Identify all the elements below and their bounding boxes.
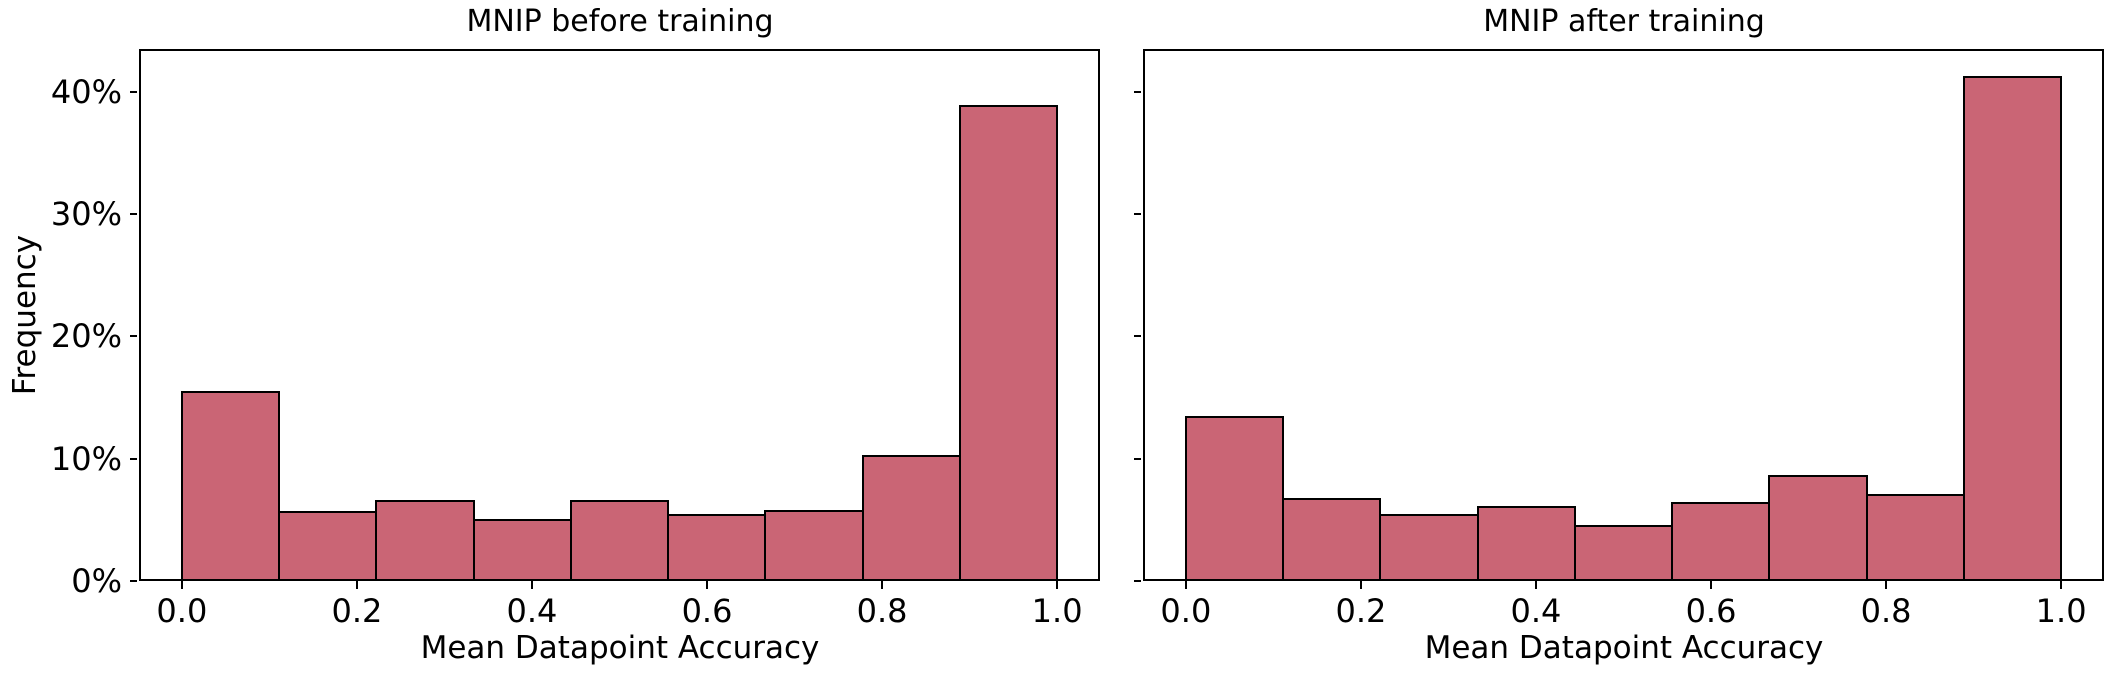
x-tick-mark (180, 581, 183, 589)
x-tick-mark (1885, 581, 1888, 589)
x-tick-label: 0.2 (1335, 592, 1387, 630)
y-tick-label: 30% (50, 195, 122, 234)
histogram-bar (764, 510, 864, 581)
x-tick-label: 0.6 (1685, 592, 1737, 630)
x-tick-mark (881, 581, 884, 589)
x-tick-mark (1359, 581, 1362, 589)
x-tick-label: 0.8 (856, 592, 908, 630)
x-tick-label: 0.4 (1510, 592, 1562, 630)
histogram-bar (1282, 497, 1382, 581)
x-tick-mark (1534, 581, 1537, 589)
y-tick-mark (1134, 580, 1141, 582)
histogram-bar (278, 511, 378, 581)
x-tick-label: 0.6 (681, 592, 733, 630)
x-tick-mark (530, 581, 533, 589)
y-tick-mark (1134, 213, 1141, 216)
y-tick-mark (130, 457, 137, 460)
y-tick-label: 10% (50, 439, 122, 478)
x-axis-label-before: Mean Datapoint Accuracy (420, 630, 820, 666)
histogram-bar (667, 513, 767, 581)
y-tick-mark (1134, 457, 1141, 460)
y-tick-mark (130, 335, 137, 338)
histogram-bar (472, 518, 572, 581)
histogram-bar (1768, 474, 1868, 581)
x-tick-mark (1056, 581, 1059, 589)
histogram-bar (375, 500, 475, 581)
histogram-bar (1184, 415, 1285, 581)
y-tick-label: 20% (50, 317, 122, 356)
histogram-bar (1671, 501, 1771, 581)
chart-title-after: MNIP after training (1483, 4, 1765, 39)
y-tick-mark (1134, 90, 1141, 93)
x-tick-label: 1.0 (2035, 592, 2087, 630)
histogram-bar (1962, 75, 2063, 581)
histogram-bar (569, 500, 670, 581)
x-tick-mark (706, 581, 709, 589)
y-tick-mark (130, 213, 137, 216)
plot-area-before: 0% 10% 20% 30% 40% 0.0 0.2 0.4 0.6 0.8 1.0 (51, 49, 1100, 630)
histogram-bar (1865, 494, 1965, 581)
x-tick-label: 0.4 (506, 592, 558, 630)
y-tick-mark (130, 580, 137, 582)
x-tick-label: 0.0 (156, 592, 208, 630)
x-tick-mark (1184, 581, 1187, 589)
histogram-bar (1379, 513, 1479, 581)
y-tick-mark (1134, 335, 1141, 338)
x-tick-label: 0.8 (1860, 592, 1912, 630)
histogram-bar (180, 391, 281, 581)
x-tick-label: 1.0 (1031, 592, 1083, 630)
x-tick-mark (1710, 581, 1713, 589)
x-tick-mark (355, 581, 358, 589)
y-tick-label: 40% (50, 72, 122, 111)
chart-title-before: MNIP before training (466, 4, 774, 39)
x-axis-label-after: Mean Datapoint Accuracy (1424, 630, 1824, 666)
x-tick-label: 0.0 (1160, 592, 1212, 630)
histogram-bar (958, 105, 1059, 581)
y-tick-mark (130, 90, 137, 93)
plot-area-after: 0.0 0.2 0.4 0.6 0.8 1.0 (1134, 49, 2104, 630)
x-tick-label: 0.2 (331, 592, 383, 630)
histogram-bar (1476, 506, 1576, 581)
histogram-bar (861, 455, 961, 581)
histogram-bar (1573, 524, 1674, 581)
y-tick-label: 0% (71, 562, 122, 600)
x-tick-mark (2060, 581, 2063, 589)
